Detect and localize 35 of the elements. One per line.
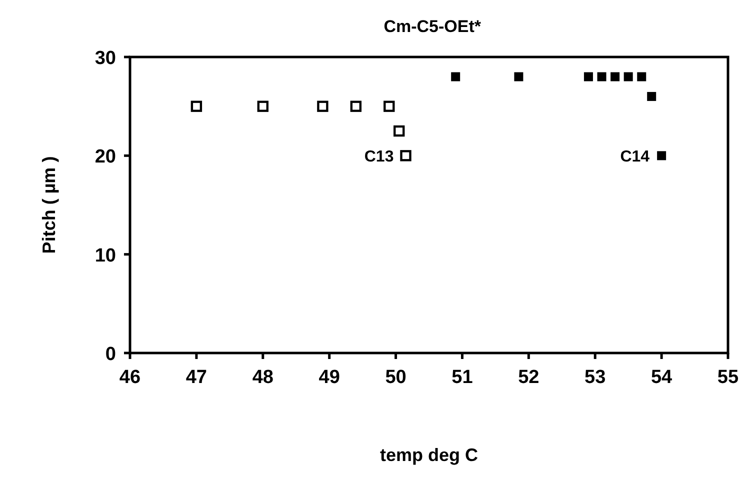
- x-tick-label: 51: [452, 367, 474, 388]
- point: [190, 100, 202, 112]
- y-tick-label: 10: [94, 245, 116, 266]
- point: [584, 72, 593, 82]
- series-label: C14: [620, 148, 650, 166]
- y-tick-label: 30: [94, 48, 116, 69]
- point: [637, 72, 646, 82]
- x-axis-title: temp deg C: [380, 445, 478, 465]
- x-tick-label: 49: [318, 367, 340, 388]
- y-tick-label: 0: [105, 344, 116, 365]
- point: [451, 72, 460, 82]
- point: [384, 100, 395, 112]
- point: [317, 100, 328, 112]
- point: [400, 150, 412, 162]
- point: [624, 72, 633, 82]
- y-tick-label: 20: [94, 146, 116, 168]
- point: [350, 100, 362, 112]
- y-axis-title: Pitch ( µm ): [39, 156, 59, 254]
- series-label: C13: [364, 148, 394, 166]
- x-tick-label: 52: [518, 367, 540, 388]
- point: [610, 72, 620, 82]
- chart-title: Cm-C5-OEt*: [384, 17, 482, 36]
- point: [657, 151, 666, 160]
- x-tick-label: 50: [385, 367, 406, 388]
- point: [514, 72, 524, 82]
- point: [394, 125, 405, 137]
- point: [257, 100, 268, 112]
- x-tick-label: 47: [186, 367, 208, 388]
- point: [647, 92, 656, 101]
- x-tick-label: 54: [650, 367, 673, 388]
- x-tick-label: 55: [717, 367, 739, 388]
- point: [597, 72, 606, 82]
- x-tick-label: 48: [252, 367, 274, 388]
- x-tick-label: 53: [584, 367, 606, 388]
- x-tick-label: 46: [119, 367, 141, 388]
